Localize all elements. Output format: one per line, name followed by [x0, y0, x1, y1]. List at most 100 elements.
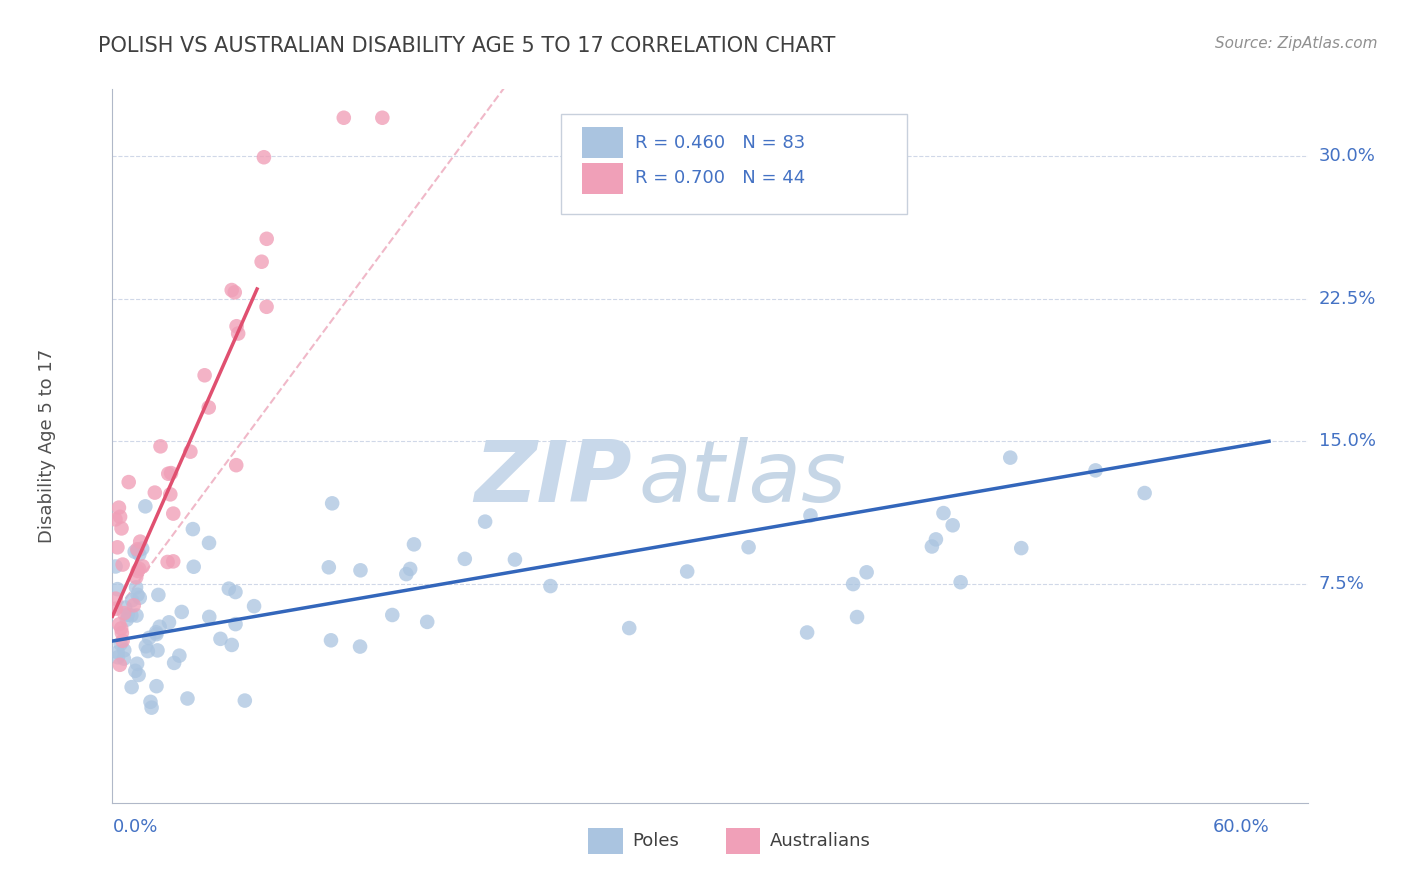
Point	[176, 691, 198, 706]
Text: R = 0.460   N = 83: R = 0.460 N = 83	[634, 134, 806, 152]
Point	[221, 638, 243, 652]
Point	[128, 562, 150, 576]
Point	[138, 631, 160, 645]
FancyBboxPatch shape	[582, 127, 623, 159]
Point	[256, 300, 278, 314]
Point	[921, 540, 943, 554]
Point	[127, 564, 149, 578]
Point	[163, 656, 186, 670]
Point	[162, 507, 184, 521]
Point	[149, 620, 172, 634]
Point	[145, 627, 167, 641]
Point	[402, 537, 425, 551]
Point	[112, 606, 135, 620]
Point	[1010, 541, 1032, 555]
Point	[128, 591, 150, 605]
Point	[318, 560, 340, 574]
Point	[110, 622, 132, 636]
Point	[619, 621, 641, 635]
Text: 7.5%: 7.5%	[1319, 575, 1365, 593]
Point	[194, 368, 217, 383]
Point	[737, 540, 759, 554]
Point	[253, 150, 276, 164]
Point	[104, 559, 127, 574]
Point	[1133, 486, 1156, 500]
Point	[846, 610, 869, 624]
Point	[932, 506, 955, 520]
Text: ZIP: ZIP	[475, 436, 633, 520]
Text: Poles: Poles	[633, 832, 679, 850]
Point	[371, 111, 394, 125]
Point	[112, 651, 135, 665]
Point	[169, 648, 191, 663]
Point	[243, 599, 266, 614]
Point	[121, 593, 143, 607]
Point	[799, 508, 821, 523]
Point	[124, 545, 146, 559]
Point	[209, 632, 232, 646]
Point	[131, 541, 153, 556]
Point	[225, 319, 247, 334]
Point	[381, 607, 404, 622]
Point	[114, 600, 136, 615]
Point	[118, 475, 141, 489]
Point	[925, 533, 948, 547]
Point	[125, 570, 148, 584]
Point	[128, 668, 150, 682]
Point	[349, 640, 371, 654]
Point	[321, 496, 343, 510]
Point	[1084, 463, 1107, 477]
Point	[136, 644, 159, 658]
FancyBboxPatch shape	[582, 162, 623, 194]
Point	[416, 615, 439, 629]
Point	[111, 625, 134, 640]
Point	[225, 458, 247, 472]
Point	[474, 515, 496, 529]
Point	[218, 582, 240, 596]
Point	[145, 679, 167, 693]
Text: atlas: atlas	[638, 436, 846, 520]
Point	[139, 695, 162, 709]
Point	[855, 566, 877, 580]
Text: Source: ZipAtlas.com: Source: ZipAtlas.com	[1215, 36, 1378, 51]
Point	[842, 577, 865, 591]
Point	[129, 534, 152, 549]
Point	[121, 680, 143, 694]
Point	[226, 326, 249, 341]
Point	[233, 693, 256, 707]
Point	[108, 509, 131, 524]
Point	[120, 608, 142, 623]
Point	[110, 521, 132, 535]
Point	[540, 579, 562, 593]
Point	[128, 547, 150, 561]
Point	[224, 285, 246, 300]
Point	[256, 232, 278, 246]
Point	[225, 617, 247, 632]
Point	[107, 650, 129, 665]
Text: 22.5%: 22.5%	[1319, 290, 1376, 308]
Point	[156, 555, 179, 569]
Point	[131, 559, 153, 574]
Point	[198, 610, 221, 624]
Point	[104, 591, 127, 606]
Point	[127, 542, 149, 557]
Point	[221, 283, 243, 297]
Point	[224, 585, 246, 599]
Point	[108, 617, 131, 632]
Point	[125, 580, 148, 594]
Text: R = 0.700   N = 44: R = 0.700 N = 44	[634, 169, 806, 187]
Point	[141, 700, 163, 714]
Point	[148, 588, 170, 602]
Point	[107, 582, 129, 596]
Point	[108, 657, 131, 672]
Point	[676, 565, 699, 579]
Point	[395, 567, 418, 582]
Point	[110, 637, 132, 651]
Text: 30.0%: 30.0%	[1319, 147, 1375, 165]
Point	[1000, 450, 1022, 465]
Point	[349, 563, 371, 577]
FancyBboxPatch shape	[588, 829, 623, 855]
Text: Disability Age 5 to 17: Disability Age 5 to 17	[38, 349, 56, 543]
Point	[122, 599, 145, 613]
Point	[942, 518, 965, 533]
